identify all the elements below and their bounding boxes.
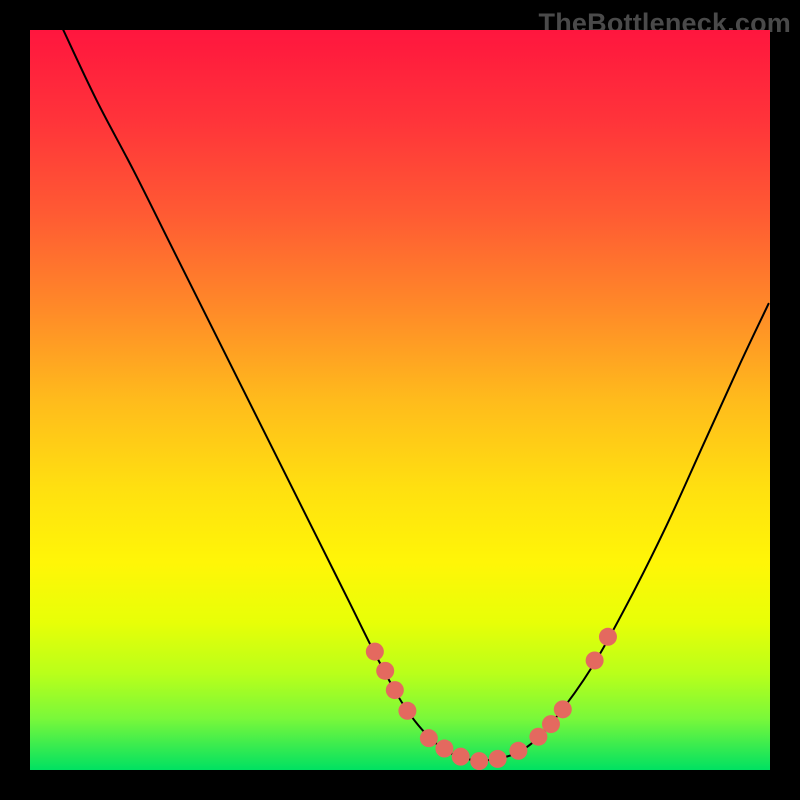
scatter-point — [470, 752, 488, 770]
scatter-point — [509, 742, 527, 760]
scatter-point — [366, 643, 384, 661]
scatter-point — [376, 662, 394, 680]
plot-area — [30, 30, 770, 770]
scatter-point — [542, 715, 560, 733]
chart-stage: TheBottleneck.com — [0, 0, 800, 800]
scatter-point — [435, 740, 453, 758]
scatter-point — [586, 651, 604, 669]
gradient-background — [30, 30, 770, 770]
scatter-point — [386, 681, 404, 699]
plot-svg — [30, 30, 770, 770]
scatter-point — [420, 729, 438, 747]
scatter-point — [489, 750, 507, 768]
scatter-point — [398, 702, 416, 720]
scatter-point — [452, 748, 470, 766]
scatter-point — [599, 628, 617, 646]
scatter-point — [554, 700, 572, 718]
